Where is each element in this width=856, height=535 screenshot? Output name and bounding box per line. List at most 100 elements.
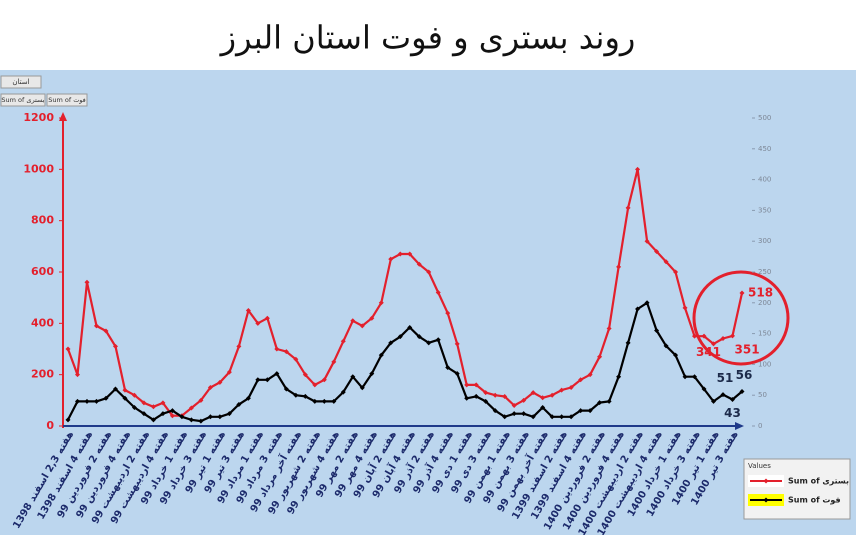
data-label: 351 [735, 342, 760, 356]
point-marker [350, 318, 356, 324]
point-marker [502, 393, 508, 399]
point-marker [644, 300, 650, 306]
point-marker [217, 379, 223, 385]
point-marker [673, 269, 679, 275]
field-button-label[interactable]: Sum of فوت [48, 96, 86, 104]
point-marker [454, 341, 460, 347]
point-marker [131, 392, 137, 398]
y2-tick-label: 0 [758, 422, 762, 430]
y2-tick-label: 350 [758, 206, 771, 214]
legend-title: Values [748, 462, 771, 470]
point-marker [606, 325, 612, 331]
point-marker [435, 290, 441, 296]
header-background [0, 0, 856, 70]
point-marker [511, 402, 517, 408]
data-label: 56 [736, 368, 753, 382]
point-marker [65, 346, 71, 352]
data-label: 341 [696, 345, 721, 359]
point-marker [682, 374, 688, 380]
point-marker [84, 398, 90, 404]
point-marker [616, 264, 622, 270]
x-axis-arrow [735, 422, 744, 430]
field-buttons[interactable]: Sum of بستری Sum of فوت [0, 93, 88, 107]
point-marker [654, 248, 660, 254]
plot-background [0, 70, 856, 535]
legend-marker [763, 478, 769, 484]
point-marker [65, 417, 71, 423]
point-marker [549, 392, 555, 398]
legend: Values Sum of بستری Sum of فوت [743, 458, 851, 520]
point-marker [616, 374, 622, 380]
point-marker [150, 417, 156, 423]
point-marker [635, 306, 641, 312]
point-marker [397, 334, 403, 340]
point-marker [521, 397, 527, 403]
legend-label: Sum of بستری [788, 477, 849, 486]
point-marker [492, 392, 498, 398]
y2-tick-label: 250 [758, 268, 771, 276]
point-marker [236, 343, 242, 349]
point-marker [663, 259, 669, 265]
point-marker [103, 395, 109, 401]
point-marker [369, 371, 375, 377]
point-marker [492, 408, 498, 414]
point-marker [597, 400, 603, 406]
filter-label[interactable]: استان [12, 78, 29, 86]
point-marker [578, 408, 584, 414]
point-marker [559, 387, 565, 393]
point-marker [445, 310, 451, 316]
point-marker [568, 414, 574, 420]
point-marker [435, 337, 441, 343]
point-marker [464, 395, 470, 401]
point-marker [416, 261, 422, 267]
point-marker [720, 392, 726, 398]
point-marker [84, 279, 90, 285]
point-marker [587, 408, 593, 414]
point-marker [559, 414, 565, 420]
y-tick-label: 0 [46, 419, 54, 432]
point-marker [293, 356, 299, 362]
point-marker [407, 324, 413, 330]
field-button[interactable] [0, 93, 46, 107]
point-marker [169, 413, 175, 419]
point-marker [321, 377, 327, 383]
y2-tick-label: 300 [758, 237, 771, 245]
y-tick-label: 800 [31, 214, 54, 227]
point-marker [141, 411, 147, 417]
point-marker [701, 386, 707, 392]
point-marker [93, 323, 99, 329]
point-marker [701, 333, 707, 339]
point-marker [426, 269, 432, 275]
point-marker [160, 400, 166, 406]
y-tick-label: 200 [31, 368, 54, 381]
point-marker [692, 374, 698, 380]
point-marker [473, 382, 479, 388]
y2-tick-label: 100 [758, 360, 771, 368]
point-marker [378, 352, 384, 358]
point-marker [207, 385, 213, 390]
point-marker [502, 414, 508, 420]
field-button[interactable] [46, 93, 88, 107]
y2-tick-label: 500 [758, 114, 771, 122]
point-marker [74, 398, 80, 404]
point-marker [131, 405, 137, 411]
point-marker [302, 372, 308, 378]
data-label: 518 [748, 286, 773, 300]
field-button-label[interactable]: Sum of بستری [1, 96, 44, 104]
point-marker [331, 359, 337, 365]
point-marker [540, 405, 546, 411]
point-marker [388, 256, 394, 262]
point-marker [264, 377, 270, 383]
point-marker [720, 335, 726, 341]
filter-button[interactable]: استان [0, 75, 42, 89]
point-marker [340, 389, 346, 395]
y2-tick-label: 400 [758, 176, 771, 184]
point-marker [312, 398, 318, 404]
filter-box[interactable] [0, 75, 42, 89]
point-marker [217, 414, 223, 420]
point-marker [483, 390, 489, 396]
point-marker [169, 408, 175, 414]
point-marker [663, 343, 669, 349]
point-marker [426, 340, 432, 346]
